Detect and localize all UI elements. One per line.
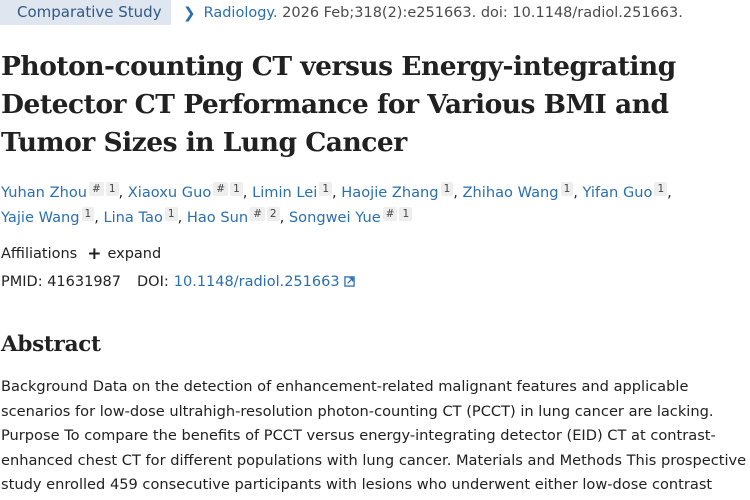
citation: ❯ Radiology. 2026 Feb;318(2):e251663. do… — [183, 4, 683, 22]
publication-type-badge: Comparative Study — [0, 0, 171, 25]
affiliation-ref[interactable]: 1 — [164, 207, 178, 221]
affiliations-label: Affiliations — [1, 246, 78, 262]
author-link[interactable]: Yifan Guo — [582, 184, 653, 201]
author-link[interactable]: Hao Sun — [186, 209, 249, 226]
author-item: Yajie Wang 1 — [1, 207, 95, 226]
equal-contrib-mark[interactable]: # — [213, 182, 229, 196]
abstract-line: Purpose To compare the benefits of PCCT … — [1, 427, 716, 444]
affiliation-ref[interactable]: 1 — [230, 182, 243, 196]
expand-label: expand — [107, 246, 162, 262]
abstract-line: study enrolled 459 consecutive participa… — [1, 476, 713, 493]
affiliation-ref[interactable]: 1 — [560, 182, 574, 196]
author-item: Limin Lei 1 — [252, 182, 333, 201]
abstract-text: Background Data on the detection of enha… — [1, 375, 750, 498]
author-link[interactable]: Lina Tao — [103, 209, 163, 226]
author-link[interactable]: Xiaoxu Guo — [127, 184, 212, 201]
identifiers-row: PMID: 41631987 DOI: 10.1148/radiol.25166… — [1, 274, 355, 290]
author-item: Yuhan Zhou #1 — [1, 182, 119, 201]
affiliation-ref[interactable]: 2 — [266, 207, 280, 221]
doi-link[interactable]: 10.1148/radiol.251663 — [174, 274, 355, 290]
abstract-heading: Abstract — [1, 332, 101, 357]
journal-link[interactable]: Radiology. — [203, 4, 278, 21]
author-item: Xiaoxu Guo #1 — [127, 182, 243, 201]
equal-contrib-mark[interactable]: # — [250, 207, 265, 221]
abstract-line: Background Data on the detection of enha… — [1, 378, 689, 395]
author-item: Yifan Guo 1 — [582, 182, 668, 201]
author-item: Lina Tao 1 — [103, 207, 178, 226]
article-title: Photon-counting CT versus Energy-integra… — [1, 51, 676, 158]
pmid-value: 41631987 — [47, 274, 122, 290]
affiliation-ref[interactable]: 1 — [399, 207, 413, 221]
equal-contrib-mark[interactable]: # — [89, 182, 104, 196]
affiliations-row: Affiliations + expand — [1, 244, 161, 264]
expand-affiliations-button[interactable]: + expand — [87, 244, 161, 264]
doi-value: 10.1148/radiol.251663 — [173, 274, 340, 290]
external-link-icon — [343, 276, 355, 287]
author-link[interactable]: Zhihao Wang — [462, 184, 559, 201]
author-link[interactable]: Yuhan Zhou — [1, 184, 87, 201]
plus-icon: + — [87, 244, 102, 264]
citation-details: 2026 Feb;318(2):e251663. doi: 10.1148/ra… — [282, 4, 683, 21]
chevron-right-icon: ❯ — [183, 3, 196, 22]
affiliation-ref[interactable]: 1 — [105, 182, 119, 196]
author-item: Hao Sun #2 — [186, 207, 280, 226]
author-item: Zhihao Wang 1 — [462, 182, 574, 201]
affiliation-ref[interactable]: 1 — [654, 182, 668, 196]
author-list: Yuhan Zhou #1, Xiaoxu Guo #1, Limin Lei 1, … — [1, 182, 672, 226]
author-link[interactable]: Songwei Yue — [288, 209, 381, 226]
author-link[interactable]: Yajie Wang — [1, 209, 80, 226]
pmid-label: PMID: — [1, 274, 43, 290]
author-item: Haojie Zhang 1 — [341, 182, 454, 201]
article-header: Comparative Study ❯ Radiology. 2026 Feb;… — [0, 0, 683, 25]
affiliation-ref[interactable]: 1 — [319, 182, 333, 196]
doi-label: DOI: — [137, 274, 169, 290]
affiliation-ref[interactable]: 1 — [81, 207, 95, 221]
equal-contrib-mark[interactable]: # — [382, 207, 398, 221]
author-item: Songwei Yue #1 — [288, 207, 413, 226]
abstract-line: enhanced chest CT for different populati… — [1, 451, 747, 469]
author-link[interactable]: Haojie Zhang — [341, 184, 439, 201]
author-link[interactable]: Limin Lei — [252, 184, 318, 201]
affiliation-ref[interactable]: 1 — [440, 182, 454, 196]
abstract-line: scenarios for low-dose ultrahigh-resolut… — [1, 402, 714, 420]
